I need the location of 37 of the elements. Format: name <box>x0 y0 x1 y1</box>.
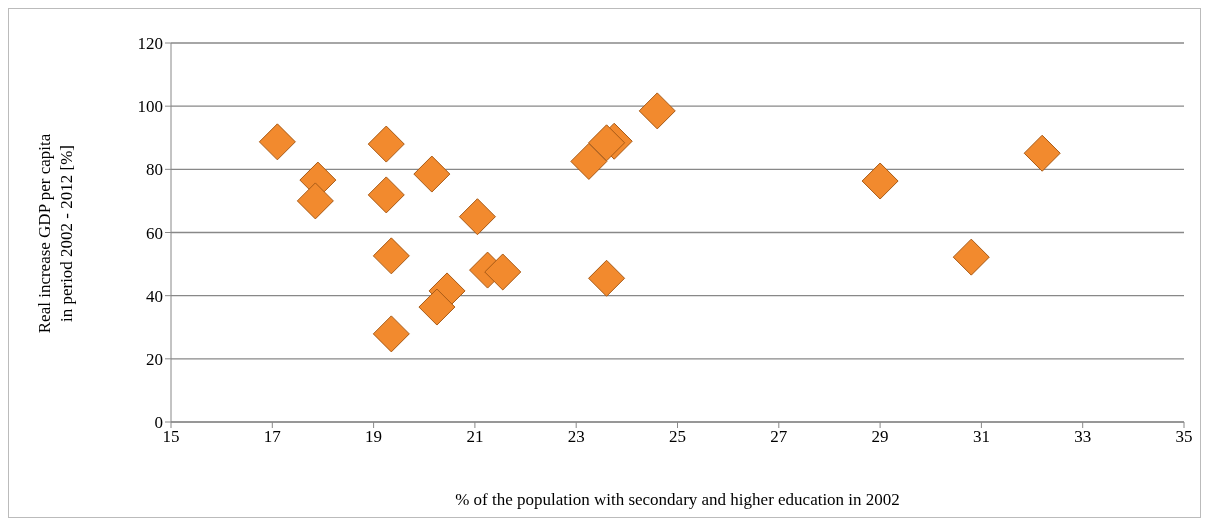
point <box>458 198 496 236</box>
x-tick-label: 35 <box>1175 427 1193 447</box>
point <box>372 237 410 275</box>
point <box>418 288 456 326</box>
y-tick-label: 0 <box>154 413 163 433</box>
point <box>1023 134 1061 172</box>
point <box>367 125 405 163</box>
point <box>588 259 626 297</box>
point <box>861 162 899 200</box>
point <box>588 124 626 162</box>
y-tick-label: 20 <box>146 349 163 369</box>
y-tick-label: 100 <box>137 97 163 117</box>
point <box>952 238 990 276</box>
point <box>367 176 405 214</box>
x-tick-label: 25 <box>669 427 686 447</box>
point <box>413 155 451 193</box>
y-tick-label: 60 <box>146 223 163 243</box>
x-tick-label: 23 <box>567 427 585 447</box>
x-axis-title: % of the population with secondary and higher education in 2002 <box>455 490 900 509</box>
x-tick-label: 19 <box>365 427 383 447</box>
x-tick-label: 17 <box>263 427 282 447</box>
x-tick-label: 29 <box>871 427 889 447</box>
x-tick-label: 33 <box>1074 427 1092 447</box>
point <box>484 253 522 291</box>
y-tick-label: 40 <box>146 286 163 306</box>
point <box>372 315 410 353</box>
x-tick-label: 21 <box>466 427 484 447</box>
x-tick-label: 31 <box>972 427 990 447</box>
y-axis-title: Real increase GDP per capita in period 2002 - 2012 [%] <box>35 133 76 334</box>
x-tick-label: 15 <box>162 427 180 447</box>
point <box>638 92 676 130</box>
y-tick-label: 80 <box>146 160 163 180</box>
x-tick-label: 27 <box>770 427 788 447</box>
point <box>570 142 608 180</box>
y-tick-label: 120 <box>137 34 163 54</box>
point <box>296 182 334 220</box>
point <box>258 123 296 161</box>
